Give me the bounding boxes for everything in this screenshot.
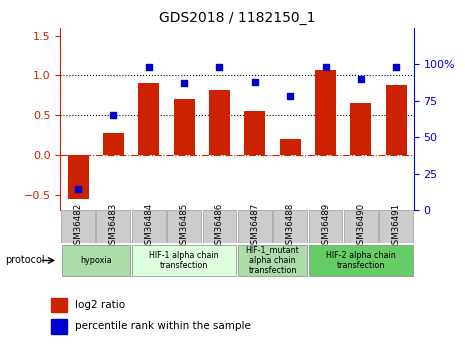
FancyBboxPatch shape [203, 210, 236, 243]
Text: protocol: protocol [5, 256, 44, 265]
Text: GSM36485: GSM36485 [179, 203, 189, 250]
FancyBboxPatch shape [61, 210, 95, 243]
Text: GSM36490: GSM36490 [356, 203, 365, 250]
FancyBboxPatch shape [61, 245, 130, 276]
Text: HIF-1_mutant
alpha chain
transfection: HIF-1_mutant alpha chain transfection [246, 246, 299, 275]
Bar [67, 155, 89, 198]
Bar [173, 99, 195, 155]
Text: HIF-2 alpha chain
transfection: HIF-2 alpha chain transfection [326, 251, 396, 270]
FancyBboxPatch shape [309, 210, 342, 243]
FancyBboxPatch shape [344, 210, 378, 243]
Bar [138, 83, 159, 155]
FancyBboxPatch shape [167, 210, 201, 243]
Bar [350, 103, 372, 155]
FancyBboxPatch shape [97, 210, 130, 243]
Text: percentile rank within the sample: percentile rank within the sample [75, 322, 251, 332]
FancyBboxPatch shape [379, 210, 413, 243]
Bar [315, 70, 336, 155]
Text: log2 ratio: log2 ratio [75, 300, 125, 310]
Bar [103, 132, 124, 155]
Bar [385, 85, 407, 155]
Text: GSM36487: GSM36487 [250, 203, 259, 250]
FancyBboxPatch shape [238, 245, 307, 276]
Bar [279, 139, 301, 155]
Text: GSM36489: GSM36489 [321, 203, 330, 250]
Bar [51, 319, 67, 334]
FancyBboxPatch shape [273, 210, 307, 243]
Bar [244, 111, 266, 155]
Point [74, 186, 82, 191]
Point [145, 64, 153, 70]
Point [180, 80, 188, 86]
Text: GSM36491: GSM36491 [392, 203, 401, 250]
Point [110, 112, 117, 118]
Text: GSM36486: GSM36486 [215, 203, 224, 250]
Text: GSM36488: GSM36488 [286, 203, 295, 250]
Bar [209, 90, 230, 155]
Point [286, 93, 294, 99]
Title: GDS2018 / 1182150_1: GDS2018 / 1182150_1 [159, 11, 315, 25]
Text: GSM36483: GSM36483 [109, 203, 118, 250]
Text: GSM36484: GSM36484 [144, 203, 153, 250]
Point [357, 76, 365, 81]
Bar [51, 298, 67, 312]
Point [216, 64, 223, 70]
Point [251, 79, 259, 85]
Point [322, 64, 329, 70]
Point [392, 64, 400, 70]
FancyBboxPatch shape [132, 210, 166, 243]
Text: hypoxia: hypoxia [80, 256, 112, 265]
FancyBboxPatch shape [309, 245, 413, 276]
Text: GSM36482: GSM36482 [73, 203, 83, 250]
FancyBboxPatch shape [238, 210, 272, 243]
FancyBboxPatch shape [132, 245, 236, 276]
Text: HIF-1 alpha chain
transfection: HIF-1 alpha chain transfection [149, 251, 219, 270]
